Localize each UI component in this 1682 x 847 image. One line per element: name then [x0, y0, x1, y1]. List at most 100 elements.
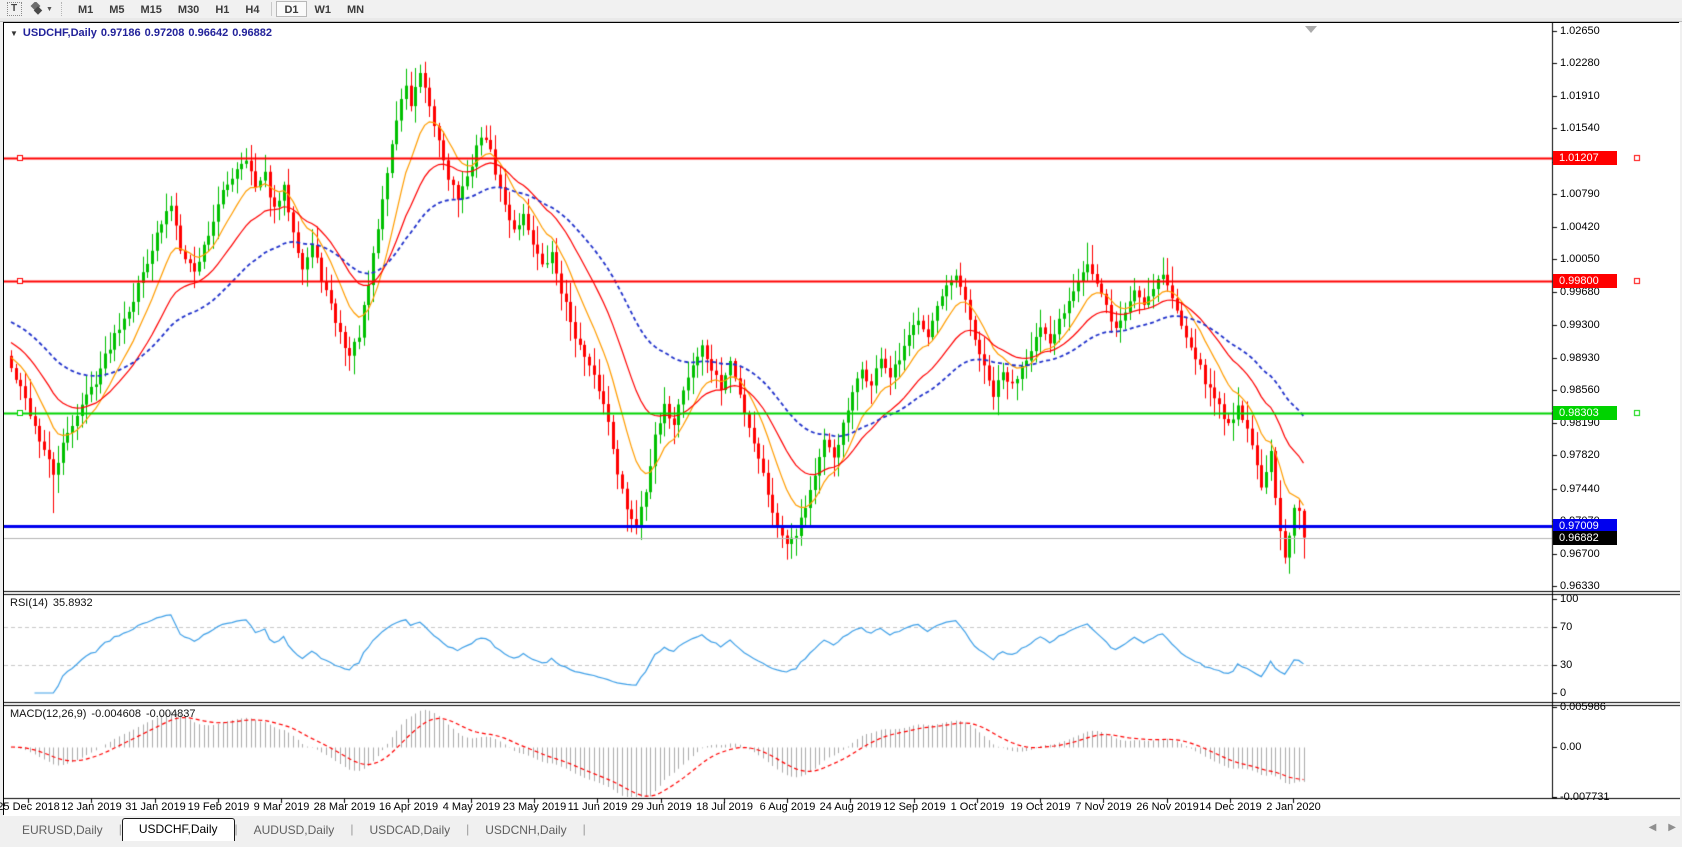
timeframe-button-m5[interactable]: M5 [109, 4, 125, 16]
tab-separator: | [582, 821, 586, 836]
chart-scroll-strip[interactable] [0, 18, 1682, 22]
text-tool-icon: T [6, 2, 22, 16]
tab-scroll-controls: ◀ ▶ [1649, 823, 1676, 833]
date-tick-label: 14 Dec 2019 [1199, 801, 1262, 813]
price-tick-label: 0.97440 [1560, 482, 1600, 495]
price-tick-label: 1.00790 [1560, 188, 1600, 201]
date-tick-label: 11 Jun 2019 [567, 801, 628, 813]
diamonds-icon [28, 2, 44, 16]
date-tick-label: 19 Oct 2019 [1010, 801, 1071, 813]
price-tick-label: 1.02650 [1560, 25, 1600, 37]
ohlc-close: 0.96882 [232, 27, 272, 39]
text-tool-button[interactable]: T [4, 1, 24, 17]
date-tick-label: 28 Mar 2019 [313, 801, 376, 813]
toolbar: T ▼ M1 M5 M15 M30 H1 H4 D1 W1 MN [0, 0, 1682, 18]
chart-tab-usdcnh[interactable]: USDCNH,Daily [485, 823, 567, 837]
timeframe-button-h4[interactable]: H4 [245, 4, 260, 16]
timeframe-button-group: M1 M5 M15 M30 H1 H4 D1 W1 MN [70, 1, 372, 17]
symbol-ohlc-header: ▼ USDCHF,Daily 0.97186 0.97208 0.96642 0.9688… [10, 27, 276, 39]
ohlc-low: 0.96642 [188, 27, 229, 39]
macd-tick-label: 0.005986 [1560, 701, 1606, 714]
current-price-badge[interactable]: 0.96882 [1553, 530, 1617, 545]
ohlc-high: 0.97208 [144, 27, 185, 39]
price-tick-label: 0.99680 [1560, 285, 1600, 298]
toolbar-separator [60, 2, 66, 16]
level-price-badge[interactable]: 0.97009 [1553, 519, 1617, 534]
macd-name: MACD(12,26,9) [10, 708, 87, 720]
price-tick-label: 1.01910 [1560, 89, 1600, 102]
tab-separator: | [234, 821, 238, 836]
level-price-badge[interactable]: 0.98303 [1553, 405, 1617, 420]
date-tick-label: 4 May 2019 [442, 801, 501, 813]
level-price-badge[interactable]: 0.99800 [1553, 274, 1617, 289]
date-tick-label: 9 Mar 2019 [253, 801, 310, 813]
macd-tick-label: 0.00 [1560, 741, 1582, 753]
date-tick-label: 6 Aug 2019 [759, 801, 816, 813]
rsi-value: 35.8932 [52, 597, 93, 609]
price-tick-label: 1.01540 [1560, 122, 1600, 135]
date-tick-label: 29 Jun 2019 [631, 801, 692, 813]
chart-tab-audusd[interactable]: AUDUSD,Daily [253, 823, 335, 837]
date-tick-label: 31 Jan 2019 [125, 801, 186, 813]
price-tick-label: 1.02280 [1560, 57, 1600, 70]
date-tick-label: 19 Feb 2019 [187, 801, 250, 813]
rsi-tick-label: 30 [1560, 658, 1573, 671]
tab-separator: | [350, 821, 354, 836]
tab-separator: | [118, 821, 122, 836]
date-tick-label: 23 May 2019 [502, 801, 567, 813]
chart-shift-marker[interactable] [1305, 26, 1317, 33]
timeframe-button-m1[interactable]: M1 [77, 4, 94, 16]
chart-tab-usdcad[interactable]: USDCAD,Daily [369, 823, 451, 837]
timeframe-button-h1[interactable]: H1 [215, 4, 230, 16]
level-price-badge[interactable]: 1.01207 [1553, 150, 1617, 165]
rsi-name: RSI(14) [10, 597, 48, 609]
price-tick-label: 0.99300 [1560, 319, 1600, 332]
dropdown-caret-icon[interactable]: ▼ [46, 5, 53, 13]
ohlc-open: 0.97186 [100, 27, 141, 39]
tab-scroll-right-icon[interactable]: ▶ [1668, 822, 1676, 833]
price-tick-label: 1.00420 [1560, 220, 1600, 233]
timeframe-button-mn[interactable]: MN [347, 4, 365, 16]
timeframe-button-d1[interactable]: D1 [276, 1, 307, 17]
macd-main-value: -0.004608 [91, 708, 141, 720]
tab-scroll-left-icon[interactable]: ◀ [1648, 822, 1657, 833]
date-tick-label: 12 Jan 2019 [61, 801, 122, 813]
price-tick-label: 0.96330 [1560, 580, 1600, 592]
macd-indicator-label: MACD(12,26,9) -0.004608 -0.004837 [10, 708, 201, 720]
date-tick-label: 16 Apr 2019 [378, 801, 439, 813]
symbol-dropdown-icon[interactable]: ▼ [10, 29, 18, 38]
chart-tabbar: EURUSD,Daily | USDCHF,Daily | AUDUSD,Daily | U… [0, 816, 1682, 841]
chart-tab-usdchf[interactable]: USDCHF,Daily [121, 818, 235, 841]
chart-tabs: EURUSD,Daily | USDCHF,Daily | AUDUSD,Daily | U… [6, 818, 586, 841]
date-tick-label: 7 Nov 2019 [1075, 801, 1132, 813]
macd-tick-label: -0.007731 [1560, 791, 1610, 803]
timeframe-button-m15[interactable]: M15 [140, 4, 162, 16]
price-chart-canvas[interactable] [4, 23, 1680, 816]
symbol-label: USDCHF,Daily [22, 27, 97, 39]
chart-tab-eurusd[interactable]: EURUSD,Daily [22, 823, 103, 837]
date-tick-label: 25 Dec 2018 [0, 801, 60, 813]
price-tick-label: 0.97820 [1560, 449, 1600, 462]
date-tick-label: 2 Jan 2020 [1266, 801, 1321, 813]
rsi-tick-label: 0 [1560, 687, 1567, 699]
rsi-tick-label: 100 [1560, 593, 1579, 605]
date-tick-label: 1 Oct 2019 [950, 801, 1005, 813]
date-tick-label: 18 Jul 2019 [696, 801, 753, 813]
price-tick-label: 1.00050 [1560, 253, 1600, 266]
timeframe-group-separator [271, 2, 273, 16]
rsi-tick-label: 70 [1560, 621, 1573, 634]
chart-window: ▼ USDCHF,Daily 0.97186 0.97208 0.96642 0.9688… [0, 22, 1680, 816]
date-tick-label: 12 Sep 2019 [883, 801, 946, 813]
date-tick-label: 26 Nov 2019 [1136, 801, 1199, 813]
timeframe-button-m30[interactable]: M30 [177, 4, 200, 16]
timeframe-button-w1[interactable]: W1 [314, 4, 332, 16]
date-tick-label: 24 Aug 2019 [819, 801, 882, 813]
drawing-tools-button[interactable]: ▼ [28, 1, 53, 17]
statusbar-strip [0, 841, 1682, 847]
tab-separator: | [466, 821, 470, 836]
price-tick-label: 0.98930 [1560, 351, 1600, 364]
price-tick-label: 0.96700 [1560, 547, 1600, 560]
macd-signal-value: -0.004837 [145, 708, 196, 720]
price-tick-label: 0.98560 [1560, 384, 1600, 397]
